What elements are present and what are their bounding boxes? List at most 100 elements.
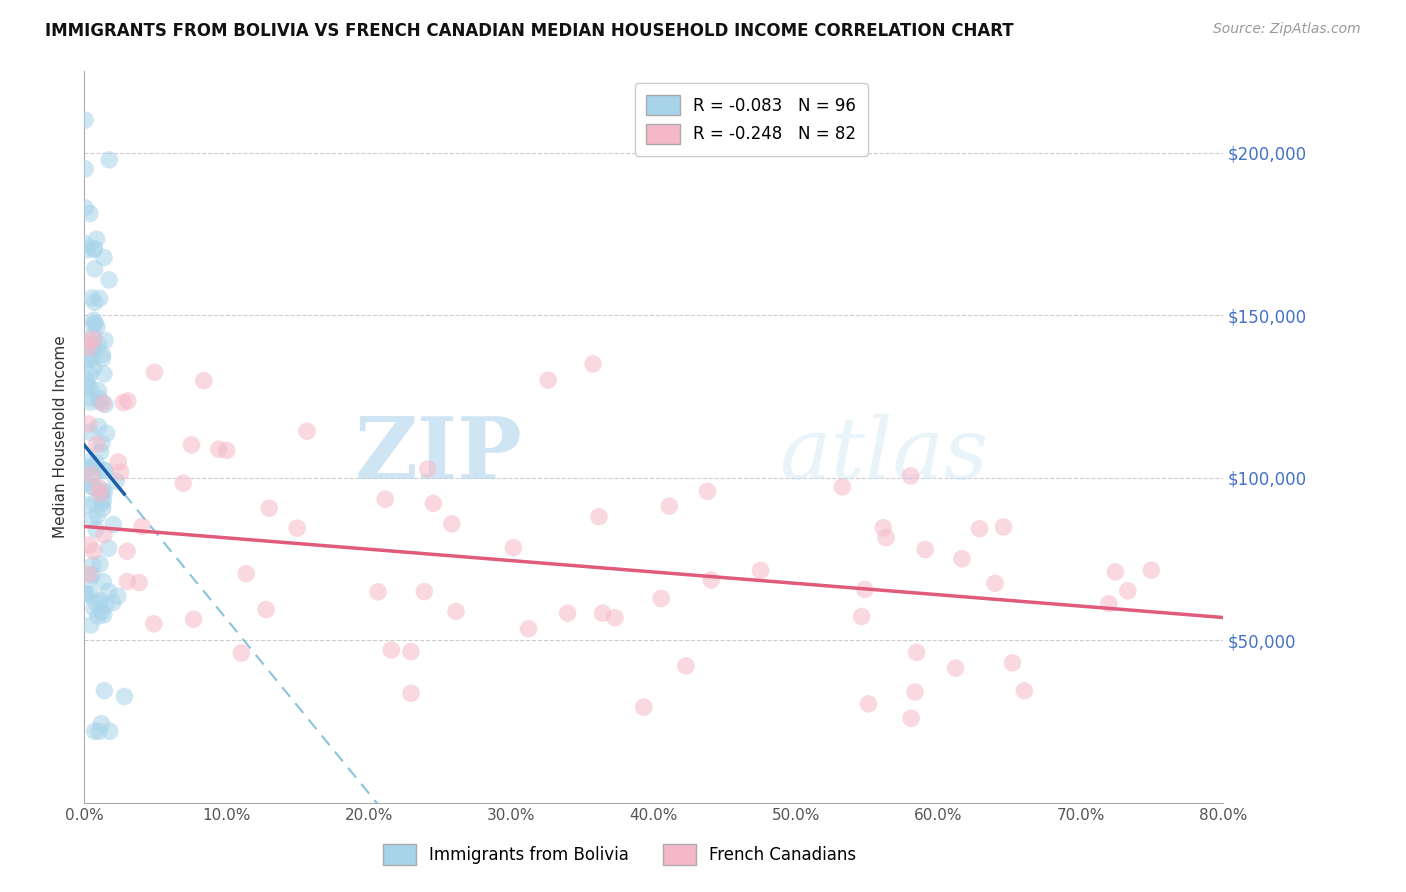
Point: [107, 455, 129, 469]
Point: [80, 618, 103, 632]
Point: [79, 381, 101, 395]
Point: [76, 460, 98, 475]
Point: [1140, 563, 1163, 577]
Point: [900, 711, 922, 725]
Point: [83, 361, 105, 376]
Point: [853, 582, 876, 597]
Point: [115, 544, 138, 558]
Point: [84, 456, 107, 470]
Point: [77, 351, 100, 366]
Point: [588, 509, 610, 524]
Point: [295, 424, 318, 438]
Point: [75, 161, 97, 176]
Point: [557, 606, 579, 620]
Point: [105, 474, 128, 488]
Point: [93, 493, 115, 508]
Point: [83, 601, 105, 615]
Legend: Immigrants from Bolivia, French Canadians: Immigrants from Bolivia, French Canadian…: [377, 838, 863, 871]
Point: [94, 598, 117, 612]
Text: ZIP: ZIP: [356, 413, 523, 498]
Text: Source: ZipAtlas.com: Source: ZipAtlas.com: [1213, 22, 1361, 37]
Point: [79, 573, 101, 587]
Point: [875, 531, 897, 545]
Point: [93, 463, 115, 477]
Point: [117, 574, 139, 589]
Point: [86, 232, 108, 246]
Point: [851, 609, 873, 624]
Point: [80, 461, 103, 475]
Point: [900, 468, 922, 483]
Point: [143, 365, 166, 379]
Point: [633, 700, 655, 714]
Point: [254, 602, 277, 616]
Point: [94, 464, 117, 478]
Y-axis label: Median Household Income: Median Household Income: [53, 335, 69, 539]
Point: [76, 377, 98, 392]
Point: [413, 584, 436, 599]
Point: [83, 261, 105, 276]
Point: [285, 521, 308, 535]
Point: [86, 437, 108, 451]
Point: [993, 520, 1015, 534]
Point: [537, 373, 560, 387]
Point: [80, 587, 103, 601]
Point: [603, 611, 626, 625]
Point: [80, 291, 103, 305]
Point: [75, 476, 97, 491]
Point: [231, 646, 253, 660]
Point: [257, 501, 280, 516]
Point: [75, 113, 97, 128]
Point: [582, 357, 605, 371]
Point: [110, 465, 132, 479]
Point: [82, 480, 104, 494]
Point: [1116, 583, 1139, 598]
Point: [76, 373, 98, 387]
Point: [93, 367, 115, 381]
Point: [86, 508, 108, 523]
Point: [89, 392, 111, 406]
Point: [93, 251, 115, 265]
Point: [83, 241, 105, 255]
Point: [86, 320, 108, 334]
Point: [82, 511, 104, 525]
Point: [97, 541, 120, 556]
Point: [91, 501, 114, 516]
Point: [75, 587, 97, 601]
Point: [90, 444, 112, 458]
Point: [82, 337, 104, 351]
Point: [90, 716, 112, 731]
Point: [87, 384, 110, 398]
Point: [112, 395, 135, 409]
Point: [83, 724, 105, 739]
Point: [1014, 683, 1036, 698]
Point: [77, 341, 100, 355]
Point: [142, 616, 165, 631]
Point: [87, 337, 110, 351]
Point: [180, 438, 202, 452]
Point: [83, 544, 105, 558]
Point: [79, 368, 101, 382]
Point: [84, 343, 107, 357]
Point: [83, 468, 105, 483]
Point: [658, 499, 681, 513]
Point: [399, 645, 422, 659]
Point: [172, 476, 194, 491]
Point: [93, 607, 115, 622]
Point: [77, 334, 100, 348]
Point: [91, 484, 114, 499]
Point: [91, 396, 114, 410]
Point: [82, 328, 104, 343]
Point: [79, 455, 101, 469]
Point: [91, 347, 114, 361]
Point: [84, 316, 107, 330]
Point: [87, 724, 110, 739]
Point: [83, 318, 105, 332]
Point: [77, 417, 100, 431]
Point: [93, 527, 115, 541]
Point: [98, 153, 121, 167]
Point: [90, 605, 112, 619]
Point: [858, 697, 880, 711]
Point: [183, 612, 205, 626]
Point: [87, 481, 110, 495]
Point: [84, 523, 107, 537]
